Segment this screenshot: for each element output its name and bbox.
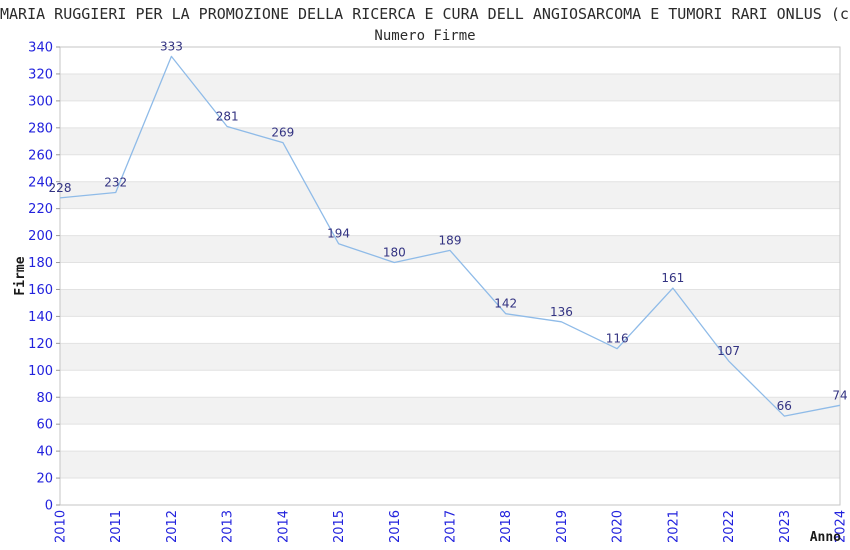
y-tick-label: 80: [36, 391, 53, 406]
y-tick-label: 120: [28, 337, 53, 352]
data-line: [59, 55, 841, 417]
y-tick-label: 320: [28, 67, 53, 82]
chart-subtitle: Numero Firme: [374, 28, 476, 44]
x-tick-label: 2016: [388, 510, 403, 543]
point-label: 116: [606, 332, 629, 346]
y-tick-label: 40: [36, 445, 53, 460]
x-tick-label: 2010: [54, 510, 69, 543]
point-label: 232: [104, 175, 127, 189]
y-tick-label: 240: [28, 175, 53, 190]
point-label: 136: [550, 305, 573, 319]
grid-band: [60, 451, 840, 479]
point-label: 194: [327, 227, 350, 241]
chart-title: MARIA RUGGIERI PER LA PROMOZIONE DELLA R…: [0, 5, 850, 23]
plot-border: [59, 46, 841, 506]
point-label: 228: [49, 181, 72, 195]
x-axis-label: Anno: [810, 530, 841, 545]
y-tick-label: 260: [28, 148, 53, 163]
point-label: 180: [383, 246, 406, 260]
grid-band: [60, 289, 840, 317]
y-tick-label: 0: [45, 499, 53, 514]
grid-band: [60, 397, 840, 425]
y-tick-label: 280: [28, 121, 53, 136]
point-label: 142: [494, 297, 517, 311]
x-tick-label: 2015: [332, 510, 347, 543]
grid-band: [60, 343, 840, 371]
x-tick-label: 2021: [666, 510, 681, 543]
point-label: 281: [216, 109, 239, 123]
x-tick-label: 2013: [221, 510, 236, 543]
y-tick-label: 220: [28, 202, 53, 217]
y-tick-label: 60: [36, 418, 53, 433]
x-tick-label: 2023: [778, 510, 793, 543]
x-tick-label: 2022: [722, 510, 737, 543]
y-tick-label: 200: [28, 229, 53, 244]
y-tick-label: 140: [28, 310, 53, 325]
point-label: 74: [832, 388, 847, 402]
y-axis-label: Firme: [13, 256, 28, 295]
x-tick-label: 2018: [499, 510, 514, 543]
x-tick-label: 2017: [444, 510, 459, 543]
x-tick-label: 2011: [109, 510, 124, 543]
x-tick-label: 2012: [165, 510, 180, 543]
y-tick-label: 180: [28, 256, 53, 271]
y-tick-label: 100: [28, 364, 53, 379]
grid-band: [60, 127, 840, 155]
point-label: 269: [271, 126, 294, 140]
x-tick-label: 2020: [611, 510, 626, 543]
y-tick-label: 300: [28, 94, 53, 109]
x-tick-label: 2019: [555, 510, 570, 543]
y-tick-label: 340: [28, 41, 53, 56]
point-label: 189: [439, 233, 462, 247]
y-tick-label: 160: [28, 283, 53, 298]
x-tick-label: 2014: [276, 510, 291, 543]
point-label: 161: [661, 271, 684, 285]
y-tick-label: 20: [36, 472, 53, 487]
point-label: 107: [717, 344, 740, 358]
point-label: 333: [160, 39, 183, 53]
grid-band: [60, 181, 840, 209]
point-label: 66: [777, 399, 792, 413]
grid-band: [60, 73, 840, 101]
grid-band: [60, 235, 840, 263]
x-tick-label: 2024: [834, 510, 849, 543]
